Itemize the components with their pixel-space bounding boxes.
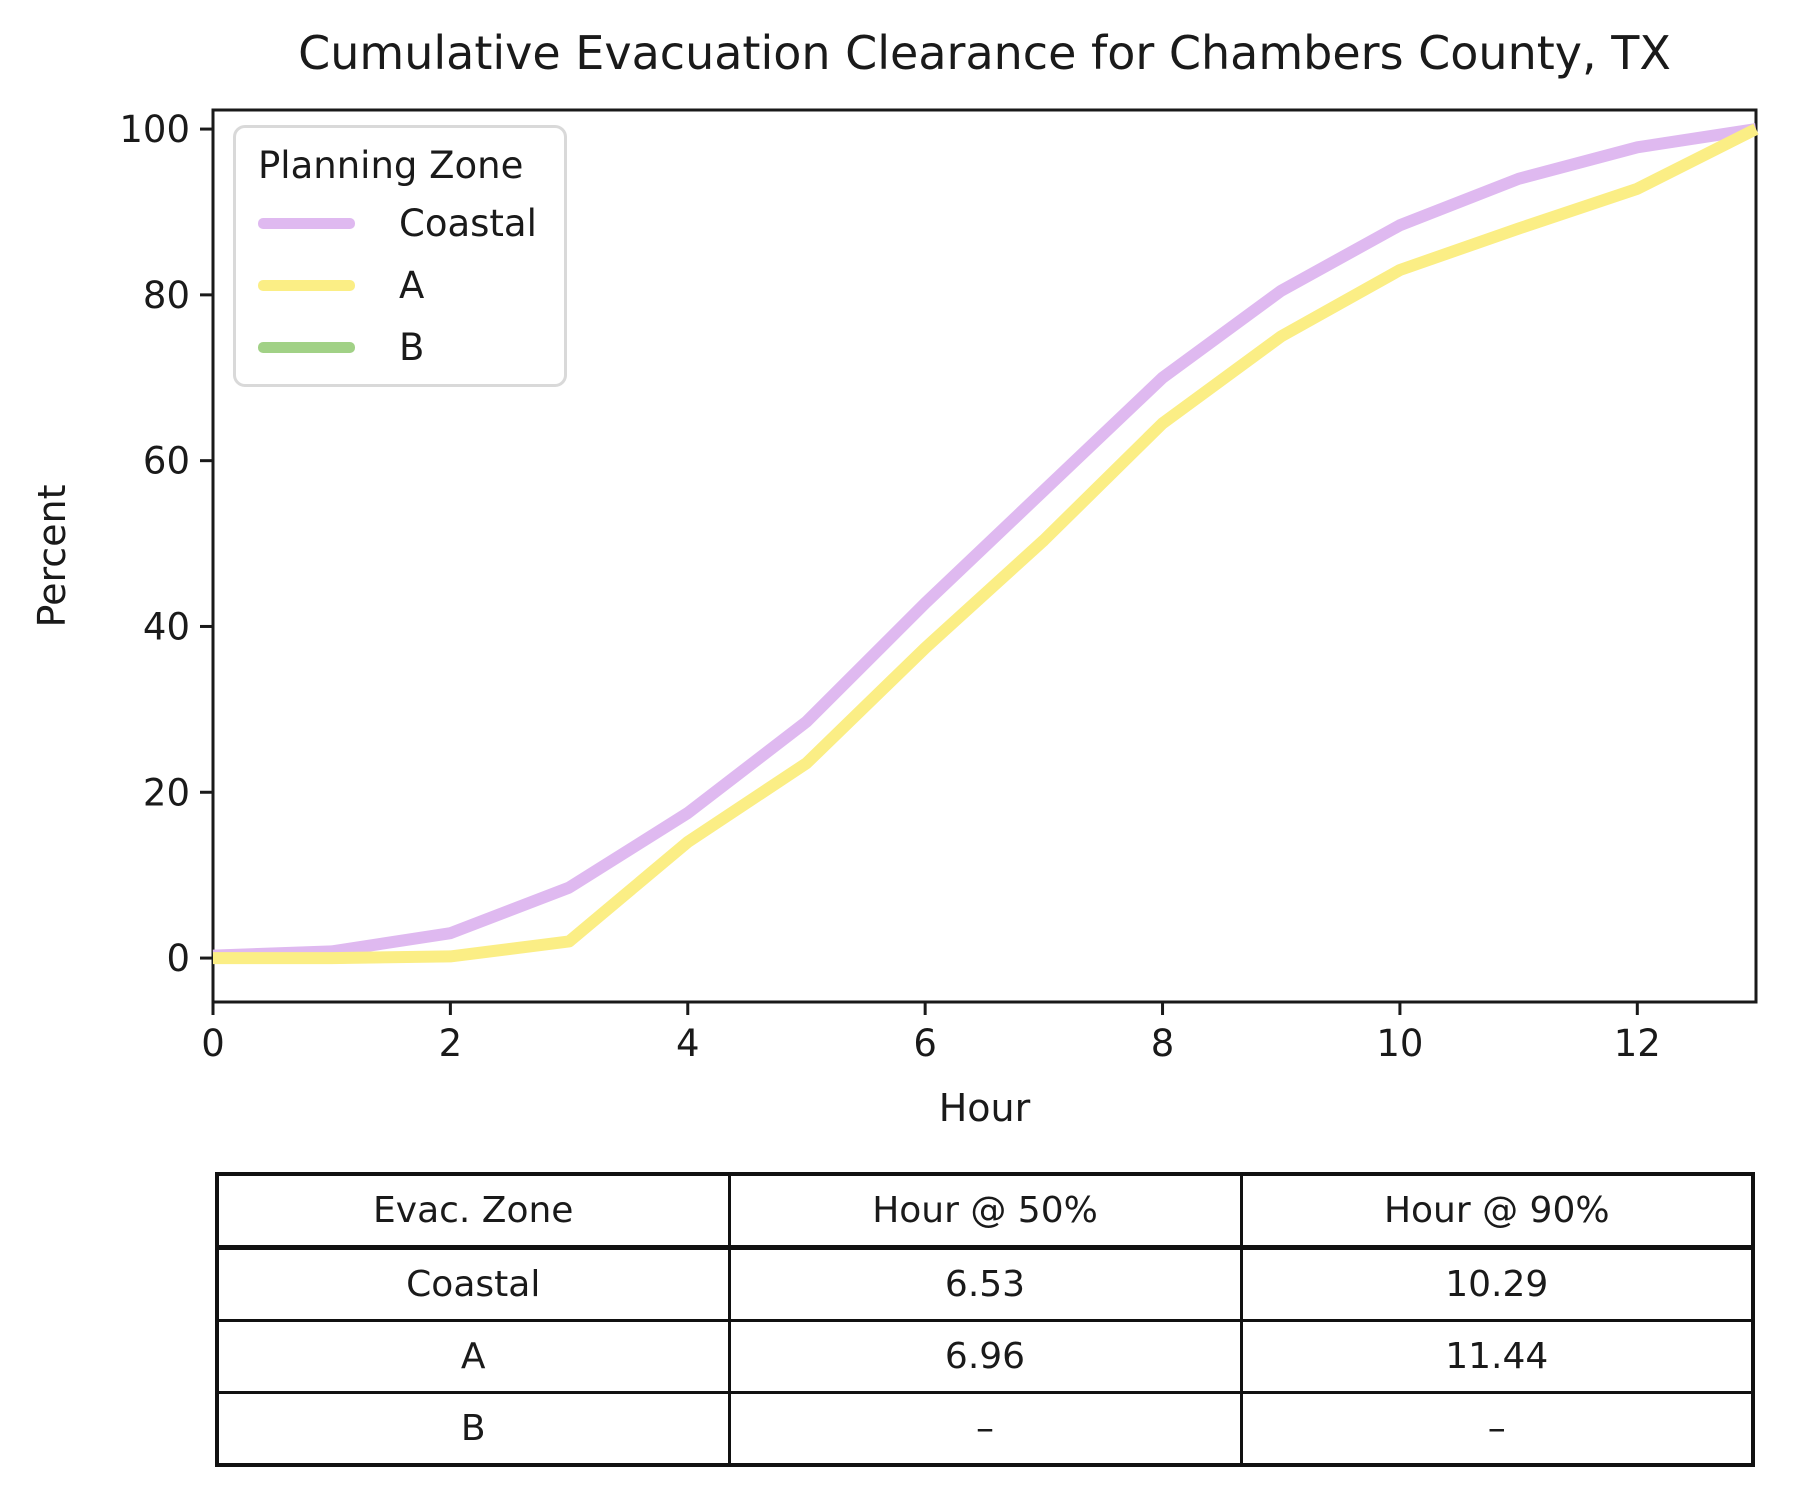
table-cell: – <box>727 1391 1243 1467</box>
column-header-evac-zone: Evac. Zone <box>215 1172 731 1250</box>
column-header-hour-90: Hour @ 90% <box>1239 1172 1755 1250</box>
table-cell: A <box>215 1319 731 1394</box>
table-header-row: Evac. Zone Hour @ 50% Hour @ 90% <box>215 1172 1755 1250</box>
table-cell: – <box>1239 1391 1755 1467</box>
x-tick-label: 10 <box>1376 1022 1423 1065</box>
legend-label: Coastal <box>399 201 537 245</box>
legend-entry-a: A <box>258 254 564 316</box>
plot-border <box>211 108 1758 1004</box>
series-line-a <box>213 123 1759 965</box>
legend: Planning Zone Coastal A B <box>233 125 567 387</box>
y-axis-label: Percent <box>30 484 74 628</box>
x-tick-label: 4 <box>676 1022 700 1065</box>
legend-entry-coastal: Coastal <box>258 192 564 254</box>
chart-title: Cumulative Evacuation Clearance for Cham… <box>298 26 1671 80</box>
x-tick-label: 2 <box>439 1022 463 1065</box>
table-row: B – – <box>215 1391 1755 1467</box>
y-tick-label: 20 <box>143 771 190 814</box>
y-tick-label: 40 <box>143 605 190 648</box>
table-cell: 11.44 <box>1239 1319 1755 1394</box>
table-row: Coastal 6.53 10.29 <box>215 1246 1755 1322</box>
y-tick-label: 80 <box>143 274 190 317</box>
x-tick-label: 12 <box>1614 1022 1661 1065</box>
coastal-line-swatch-icon <box>258 217 355 229</box>
legend-label: A <box>399 263 425 307</box>
y-tick-label: 0 <box>166 937 190 980</box>
y-tick-label: 100 <box>119 108 190 151</box>
table-cell: Coastal <box>215 1246 731 1322</box>
column-header-hour-50: Hour @ 50% <box>727 1172 1243 1250</box>
table-cell: 6.53 <box>727 1246 1243 1322</box>
y-tick-label: 60 <box>143 440 190 483</box>
x-tick-label: 6 <box>913 1022 937 1065</box>
chart-layer: 0 2 4 6 8 10 12 0 20 40 60 80 100 <box>119 108 1759 1065</box>
table-cell: 10.29 <box>1239 1246 1755 1322</box>
zone-b-line-swatch-icon <box>258 341 355 353</box>
zone-a-line-swatch-icon <box>258 279 355 291</box>
x-tick-label: 0 <box>201 1022 225 1065</box>
legend-label: B <box>399 325 425 369</box>
clearance-summary-table: Evac. Zone Hour @ 50% Hour @ 90% Coastal… <box>215 1172 1755 1467</box>
table-cell: B <box>215 1391 731 1467</box>
series-line-coastal <box>212 123 1757 962</box>
legend-title: Planning Zone <box>258 144 524 187</box>
clearance-line-chart: 0 2 4 6 8 10 12 0 20 40 60 80 100 <box>119 108 1759 1065</box>
table-cell: 6.96 <box>727 1319 1243 1394</box>
table-row: A 6.96 11.44 <box>215 1319 1755 1394</box>
legend-entry-b: B <box>258 316 564 378</box>
x-axis-label: Hour <box>938 1086 1031 1130</box>
x-tick-label: 8 <box>1151 1022 1175 1065</box>
